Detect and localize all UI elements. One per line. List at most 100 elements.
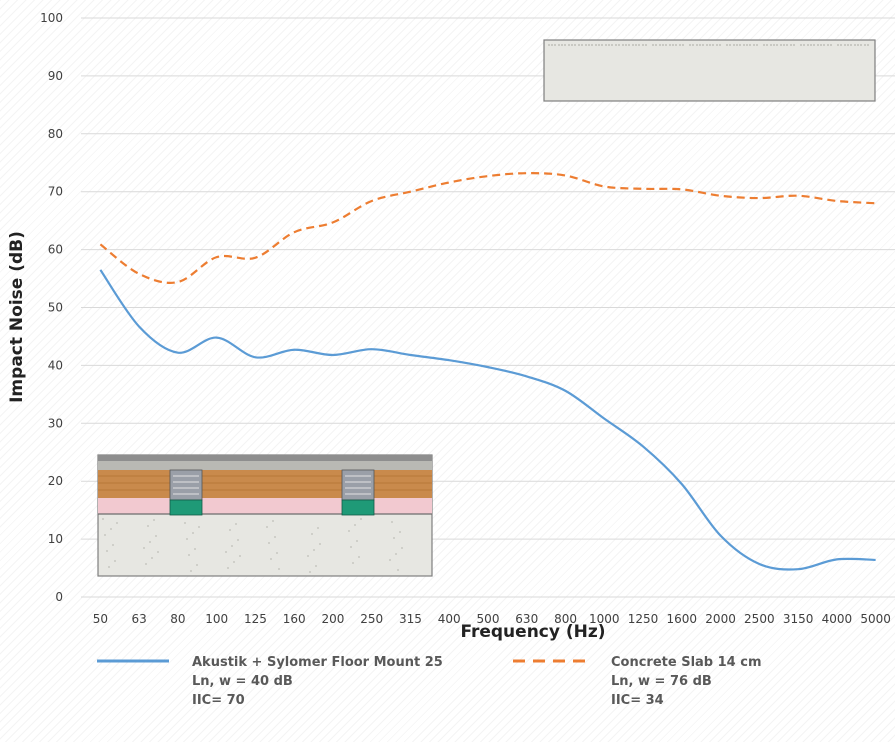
x-tick-label: 3150 [783, 612, 814, 626]
concrete-speck [239, 555, 241, 557]
concrete-speck [773, 44, 775, 46]
concrete-speck [813, 44, 815, 46]
concrete-speck [112, 544, 114, 546]
mount-pad [341, 499, 375, 516]
concrete-speck [186, 538, 188, 540]
concrete-speck [854, 44, 856, 46]
concrete-speck [632, 44, 634, 46]
concrete-speck [102, 518, 104, 520]
concrete-speck [753, 44, 755, 46]
x-axis-title: Frequency (Hz) [460, 622, 605, 642]
x-tick-label: 4000 [822, 612, 853, 626]
concrete-speck [237, 539, 239, 541]
concrete-speck [114, 560, 116, 562]
mount-bracket [341, 469, 375, 501]
y-tick-label: 60 [48, 243, 63, 257]
concrete-speck [192, 532, 194, 534]
y-tick-label: 100 [40, 11, 63, 25]
concrete-speck [719, 44, 721, 46]
concrete-speck [628, 44, 630, 46]
concrete-speck [659, 44, 661, 46]
concrete-speck [558, 44, 560, 46]
legend: Akustik + Sylomer Floor Mount 25 Ln, w = … [97, 655, 762, 708]
concrete-speck [618, 44, 620, 46]
concrete-speck [696, 44, 698, 46]
concrete-speck [354, 524, 356, 526]
concrete-speck [793, 44, 795, 46]
concrete-speck [847, 44, 849, 46]
y-tick-label: 70 [48, 185, 63, 199]
concrete-speck [194, 548, 196, 550]
concrete-speck [229, 529, 231, 531]
concrete-speck [645, 44, 647, 46]
concrete-speck [272, 520, 274, 522]
legend-label: IIC= 34 [611, 693, 664, 708]
concrete-speck [151, 557, 153, 559]
concrete-speck [350, 546, 352, 548]
concrete-speck [268, 542, 270, 544]
concrete-speck [716, 44, 718, 46]
concrete-speck [309, 571, 311, 573]
concrete-speck [399, 531, 401, 533]
y-axis-title: Impact Noise (dB) [7, 231, 27, 403]
concrete-speck [554, 44, 556, 46]
x-tick-label: 63 [132, 612, 147, 626]
concrete-speck [564, 44, 566, 46]
concrete-speck [665, 44, 667, 46]
y-tick-label: 0 [55, 590, 63, 604]
concrete-speck [679, 44, 681, 46]
concrete-speck [401, 547, 403, 549]
x-tick-label: 1000 [589, 612, 620, 626]
concrete-speck [736, 44, 738, 46]
concrete-speck [682, 44, 684, 46]
concrete-speck [635, 44, 637, 46]
concrete-speck [625, 44, 627, 46]
x-tick-label: 100 [205, 612, 228, 626]
concrete-speck [840, 44, 842, 46]
concrete-speck [149, 541, 151, 543]
concrete-speck [689, 44, 691, 46]
concrete-speck [358, 556, 360, 558]
concrete-speck [585, 44, 587, 46]
concrete-speck [820, 44, 822, 46]
concrete-speck [571, 44, 573, 46]
concrete-speck [104, 534, 106, 536]
concrete-speck [352, 562, 354, 564]
x-tick-label: 2000 [705, 612, 736, 626]
series-lines [99, 172, 876, 571]
concrete-speck [313, 549, 315, 551]
concrete-speck [706, 44, 708, 46]
floor-mount-section-illustration [97, 454, 433, 577]
x-tick-label: 5000 [860, 612, 891, 626]
concrete-speck [578, 44, 580, 46]
concrete-speck [615, 44, 617, 46]
concrete-speck [568, 44, 570, 46]
concrete-speck [155, 535, 157, 537]
x-tick-label: 1600 [667, 612, 698, 626]
concrete-speck [726, 44, 728, 46]
concrete-speck [712, 44, 714, 46]
concrete-speck [675, 44, 677, 46]
x-tick-label: 160 [283, 612, 306, 626]
concrete-speck [766, 44, 768, 46]
y-tick-label: 50 [48, 301, 63, 315]
concrete-speck [315, 565, 317, 567]
concrete-speck [638, 44, 640, 46]
concrete-speck [184, 522, 186, 524]
legend-label: Concrete Slab 14 cm [611, 655, 762, 670]
y-tick-label: 20 [48, 474, 63, 488]
concrete-speck [800, 44, 802, 46]
y-tick-label: 90 [48, 69, 63, 83]
concrete-speck [642, 44, 644, 46]
concrete-speck [389, 559, 391, 561]
concrete-speck [739, 44, 741, 46]
x-tick-label: 250 [360, 612, 383, 626]
concrete-slab-section-illustration [543, 39, 876, 102]
insulation-layer [98, 498, 432, 514]
concrete-speck [743, 44, 745, 46]
concrete-speck [817, 44, 819, 46]
concrete-speck [198, 526, 200, 528]
x-tick-label: 80 [170, 612, 185, 626]
concrete-speck [188, 554, 190, 556]
concrete-speck [231, 545, 233, 547]
